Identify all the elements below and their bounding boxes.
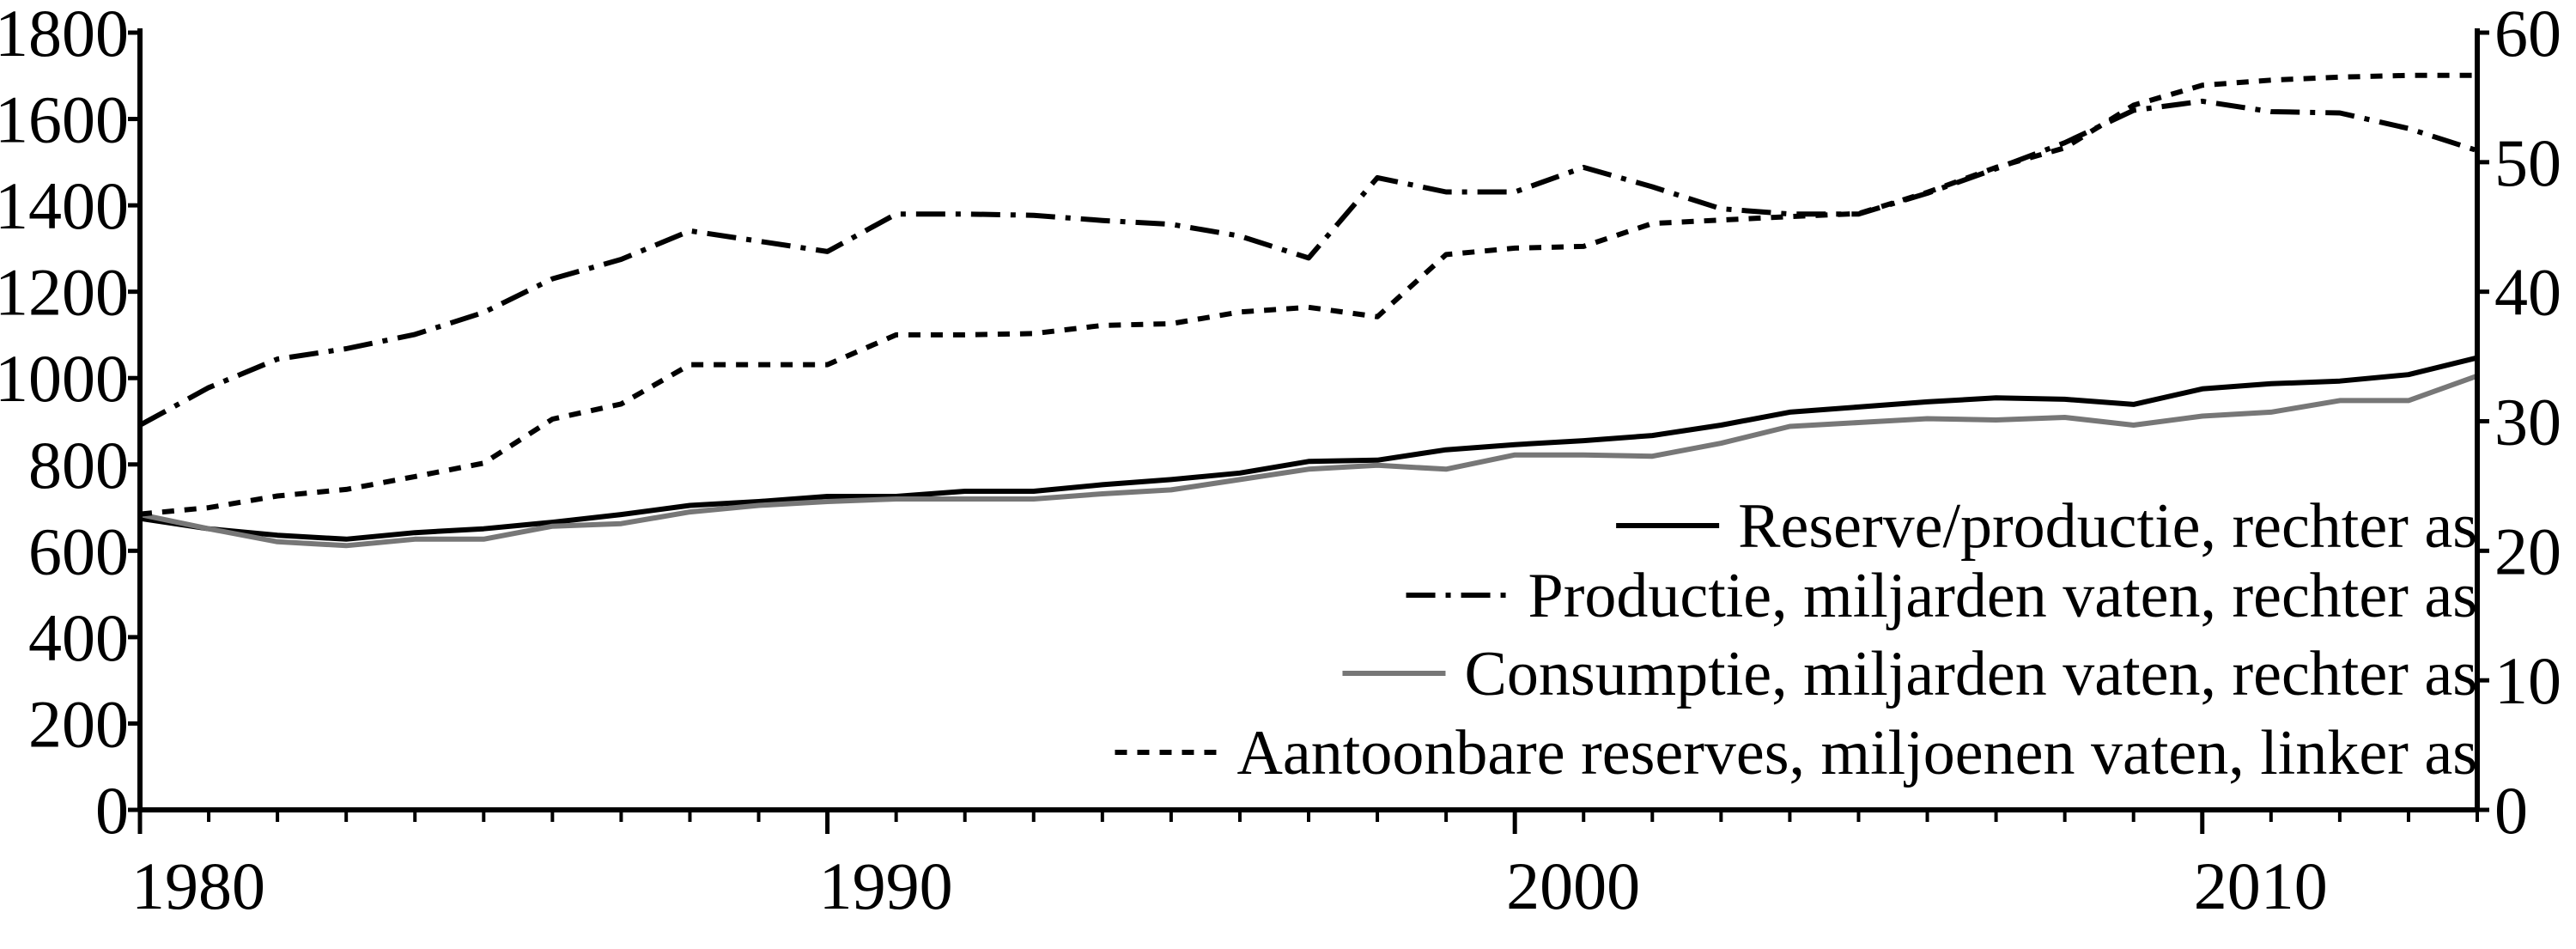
y2-tick-label: 30 [2494, 385, 2561, 459]
y-tick-label: 600 [28, 514, 129, 588]
y-tick-label: 200 [28, 686, 129, 761]
x-tick-label: 1990 [819, 849, 953, 923]
y-tick-label: 1400 [0, 168, 129, 243]
data-line [138, 98, 2478, 428]
y-tick-label: 1800 [0, 0, 129, 70]
y-tick-label: 0 [95, 773, 129, 848]
legend-label: Reserve/productie, rechter as [1738, 491, 2477, 562]
x-tick-label: 2010 [2194, 849, 2328, 923]
x-tick-label: 2000 [1506, 849, 1640, 923]
data-line [139, 355, 2478, 542]
y-tick-label: 1200 [0, 255, 129, 330]
y-tick-label: 400 [28, 600, 129, 675]
y2-tick-label: 60 [2494, 0, 2561, 70]
legend-label: Aantoonbare reserves, miljoenen vaten, l… [1236, 718, 2477, 788]
legend-label: Consumptie, miljarden vaten, rechter as [1464, 639, 2477, 709]
y-tick-label: 1600 [0, 82, 129, 157]
y2-tick-label: 40 [2494, 255, 2561, 330]
y2-tick-label: 50 [2494, 125, 2561, 200]
x-tick-label: 1980 [131, 849, 265, 923]
y2-tick-label: 20 [2494, 514, 2561, 588]
y-tick-label: 800 [28, 428, 129, 502]
y2-tick-label: 10 [2494, 643, 2561, 718]
data-line [139, 373, 2479, 549]
data-line [139, 72, 2477, 517]
y-tick-label: 1000 [0, 341, 129, 416]
legend-label: Productie, miljarden vaten, rechter as [1528, 561, 2477, 631]
y2-tick-label: 0 [2494, 773, 2528, 848]
